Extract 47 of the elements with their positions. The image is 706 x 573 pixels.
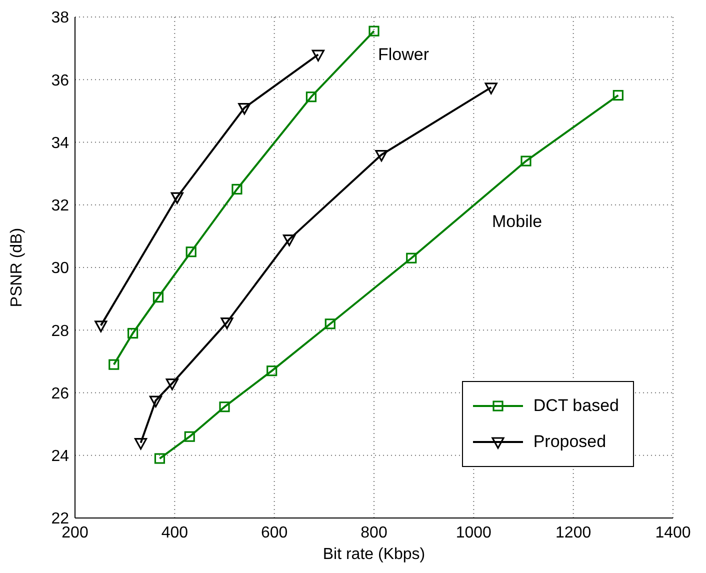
point bbox=[219, 402, 230, 412]
x-tick-label: 200 bbox=[62, 524, 88, 542]
point bbox=[170, 192, 184, 204]
x-tick-label: 600 bbox=[260, 524, 288, 542]
y-tick-label: 38 bbox=[51, 10, 70, 27]
point bbox=[312, 50, 324, 62]
y-tick-label: 26 bbox=[51, 385, 70, 402]
y-tick-label: 30 bbox=[51, 260, 70, 278]
y-axis-title: PSNR (dB) bbox=[8, 228, 26, 308]
point bbox=[108, 359, 120, 370]
y-tick-label: 24 bbox=[51, 448, 70, 466]
point bbox=[406, 252, 417, 264]
point bbox=[94, 320, 108, 332]
point bbox=[152, 292, 164, 303]
point bbox=[306, 92, 317, 102]
point bbox=[166, 378, 178, 390]
point bbox=[368, 26, 380, 36]
annotation: Mobile bbox=[492, 212, 542, 232]
y-tick-label: 32 bbox=[51, 198, 70, 215]
point bbox=[154, 453, 166, 464]
y-tick-label: 34 bbox=[51, 134, 70, 152]
x-tick-label: 800 bbox=[360, 524, 388, 542]
point bbox=[184, 431, 195, 442]
point bbox=[375, 150, 388, 162]
annotation: Flower bbox=[378, 45, 430, 65]
point bbox=[238, 103, 251, 115]
point bbox=[324, 318, 336, 330]
point bbox=[282, 234, 296, 246]
point bbox=[520, 156, 532, 166]
point bbox=[186, 246, 196, 258]
x-tick-label: 1200 bbox=[556, 524, 592, 542]
x-tick-label: 1400 bbox=[655, 524, 691, 542]
point bbox=[134, 438, 148, 450]
point bbox=[612, 90, 624, 101]
point bbox=[232, 184, 242, 195]
legend-label: Proposed bbox=[533, 432, 606, 452]
y-tick-label: 36 bbox=[51, 72, 70, 90]
point bbox=[149, 396, 162, 408]
point bbox=[220, 317, 234, 330]
x-axis-title: Bit rate (Kbps) bbox=[322, 546, 426, 563]
point bbox=[266, 366, 278, 376]
y-tick-label: 28 bbox=[51, 322, 70, 340]
x-tick-label: 1000 bbox=[456, 524, 492, 542]
legend-label: DCT based bbox=[533, 396, 619, 416]
x-tick-label: 400 bbox=[161, 524, 188, 542]
point bbox=[484, 82, 498, 94]
point bbox=[128, 328, 138, 339]
